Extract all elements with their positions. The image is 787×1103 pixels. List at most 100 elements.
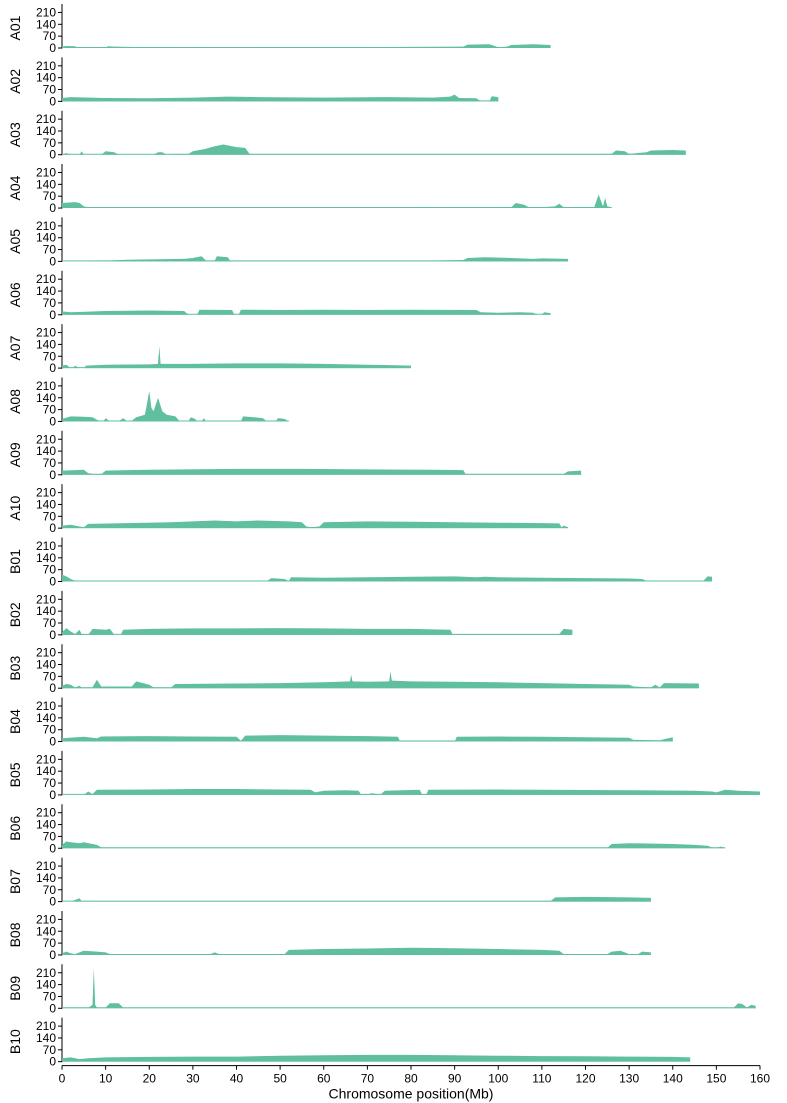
chromosome-label-a08: A08 <box>7 389 23 414</box>
chromosome-label-b03: B03 <box>7 656 23 681</box>
y-tick-label: 210 <box>36 326 56 340</box>
y-tick-label: 0 <box>49 468 56 482</box>
y-tick-label: 70 <box>43 83 57 97</box>
y-tick-label: 70 <box>43 989 57 1003</box>
x-tick-label: 40 <box>230 1072 244 1086</box>
y-tick-label: 0 <box>49 414 56 428</box>
coverage-area-a02 <box>62 94 499 102</box>
y-tick-label: 140 <box>36 978 56 992</box>
chromosome-label-b10: B10 <box>7 1029 23 1054</box>
y-tick-label: 70 <box>43 776 57 790</box>
y-tick-label: 140 <box>36 124 56 138</box>
x-tick-label: 0 <box>59 1072 66 1086</box>
coverage-area-a03 <box>62 144 686 155</box>
y-tick-label: 140 <box>36 764 56 778</box>
chromosome-label-a09: A09 <box>7 442 23 467</box>
y-tick-label: 0 <box>49 895 56 909</box>
chromosome-label-a04: A04 <box>7 175 23 200</box>
y-tick-label: 140 <box>36 177 56 191</box>
chromosome-label-a02: A02 <box>7 69 23 94</box>
coverage-area-b03 <box>62 671 699 689</box>
y-tick-label: 70 <box>43 456 57 470</box>
x-tick-label: 120 <box>575 1072 595 1086</box>
y-tick-label: 70 <box>43 509 57 523</box>
y-tick-label: 210 <box>36 272 56 286</box>
y-tick-label: 0 <box>49 948 56 962</box>
x-axis-title: Chromosome position(Mb) <box>329 1086 494 1102</box>
coverage-area-b06 <box>62 841 726 849</box>
y-tick-label: 210 <box>36 432 56 446</box>
y-tick-label: 0 <box>49 308 56 322</box>
coverage-area-b10 <box>62 1054 691 1062</box>
x-tick-label: 140 <box>663 1072 683 1086</box>
y-tick-label: 70 <box>43 349 57 363</box>
y-tick-label: 210 <box>36 5 56 19</box>
x-tick-label: 160 <box>750 1072 770 1086</box>
x-tick-label: 30 <box>186 1072 200 1086</box>
coverage-area-b09 <box>62 967 756 1009</box>
coverage-area-a01 <box>62 44 551 48</box>
chromosome-label-a10: A10 <box>7 495 23 520</box>
x-tick-label: 150 <box>706 1072 726 1086</box>
coverage-area-a05 <box>88 256 568 262</box>
y-tick-label: 70 <box>43 189 57 203</box>
coverage-area-a08 <box>62 391 289 422</box>
chromosome-label-b02: B02 <box>7 602 23 627</box>
y-tick-label: 140 <box>36 497 56 511</box>
coverage-area-a04 <box>62 194 612 209</box>
y-tick-label: 0 <box>49 361 56 375</box>
coverage-area-a09 <box>62 468 582 475</box>
y-tick-label: 210 <box>36 1019 56 1033</box>
y-tick-label: 0 <box>49 41 56 55</box>
y-tick-label: 210 <box>36 166 56 180</box>
chromosome-label-a05: A05 <box>7 229 23 254</box>
chromosome-label-a06: A06 <box>7 282 23 307</box>
coverage-area-b02 <box>62 628 573 635</box>
y-tick-label: 70 <box>43 669 57 683</box>
chromosome-label-a03: A03 <box>7 122 23 147</box>
y-tick-label: 210 <box>36 59 56 73</box>
y-tick-label: 140 <box>36 924 56 938</box>
y-tick-label: 70 <box>43 723 57 737</box>
chromosome-label-b08: B08 <box>7 922 23 947</box>
chromosome-label-b04: B04 <box>7 709 23 734</box>
y-tick-label: 210 <box>36 806 56 820</box>
x-tick-label: 80 <box>404 1072 418 1086</box>
y-tick-label: 140 <box>36 658 56 672</box>
y-tick-label: 140 <box>36 551 56 565</box>
y-tick-label: 140 <box>36 711 56 725</box>
y-tick-label: 0 <box>49 1001 56 1015</box>
y-tick-label: 210 <box>36 859 56 873</box>
coverage-area-b07 <box>70 896 651 902</box>
y-tick-label: 140 <box>36 391 56 405</box>
chromosome-label-b05: B05 <box>7 762 23 787</box>
y-tick-label: 210 <box>36 966 56 980</box>
x-tick-label: 50 <box>273 1072 287 1086</box>
y-tick-label: 0 <box>49 521 56 535</box>
chromosome-label-b06: B06 <box>7 816 23 841</box>
coverage-area-a07 <box>62 346 411 369</box>
y-tick-label: 210 <box>36 646 56 660</box>
y-tick-label: 210 <box>36 912 56 926</box>
y-tick-label: 0 <box>49 788 56 802</box>
x-tick-label: 70 <box>361 1072 375 1086</box>
y-tick-label: 70 <box>43 403 57 417</box>
y-tick-label: 210 <box>36 592 56 606</box>
y-tick-label: 210 <box>36 752 56 766</box>
coverage-area-b05 <box>83 789 761 795</box>
chromosome-label-b01: B01 <box>7 549 23 574</box>
